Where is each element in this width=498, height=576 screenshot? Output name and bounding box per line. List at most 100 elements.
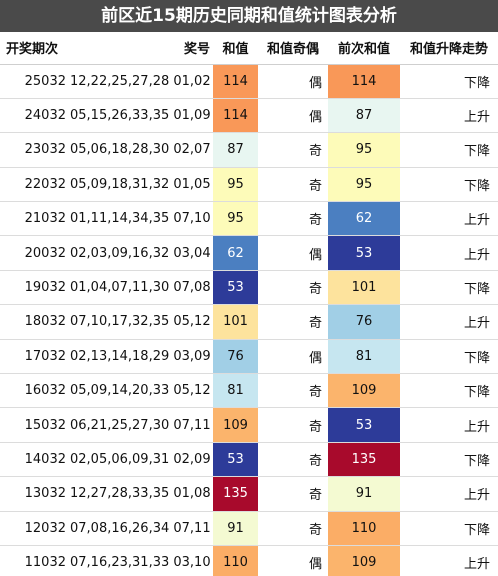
- award-cell: 05,09,18,31,32 01,05: [70, 167, 213, 203]
- award-cell: 05,09,14,20,33 05,12: [70, 373, 213, 409]
- trend-cell: 下降: [400, 167, 498, 203]
- sum-cell: 62: [213, 235, 258, 271]
- award-cell: 05,06,18,28,30 02,07: [70, 132, 213, 168]
- period-cell: 12032: [0, 511, 70, 546]
- sum-cell: 53: [213, 270, 258, 306]
- trend-cell: 上升: [400, 201, 498, 237]
- parity-cell: 偶: [258, 64, 328, 99]
- header-trend: 和值升降走势: [400, 32, 498, 65]
- prev-sum-cell: 76: [328, 304, 400, 340]
- prev-sum-cell: 53: [328, 235, 400, 271]
- prev-sum-cell: 135: [328, 442, 400, 478]
- trend-cell: 下降: [400, 373, 498, 409]
- prev-sum-cell: 91: [328, 476, 400, 512]
- header-row: 开奖期次 奖号 和值 和值奇偶 前次和值 和值升降走势: [0, 32, 498, 65]
- parity-cell: 奇: [258, 442, 328, 478]
- table-row: 12032 07,08,16,26,34 07,11 91 奇 110 下降: [0, 511, 498, 546]
- prev-sum-cell: 95: [328, 132, 400, 168]
- sum-cell: 95: [213, 201, 258, 237]
- trend-cell: 下降: [400, 511, 498, 546]
- parity-cell: 奇: [258, 407, 328, 443]
- period-cell: 21032: [0, 201, 70, 237]
- parity-cell: 奇: [258, 304, 328, 340]
- prev-sum-cell: 114: [328, 64, 400, 99]
- stats-table: 开奖期次 奖号 和值 和值奇偶 前次和值 和值升降走势 25032 12,22,2…: [0, 32, 498, 576]
- prev-sum-cell: 81: [328, 339, 400, 375]
- sum-cell: 114: [213, 64, 258, 99]
- table-row: 25032 12,22,25,27,28 01,02 114 偶 114 下降: [0, 64, 498, 99]
- parity-cell: 偶: [258, 545, 328, 576]
- sum-cell: 109: [213, 407, 258, 443]
- parity-cell: 奇: [258, 476, 328, 512]
- table-row: 11032 07,16,23,31,33 03,10 110 偶 109 上升: [0, 545, 498, 576]
- period-cell: 18032: [0, 304, 70, 340]
- trend-cell: 上升: [400, 407, 498, 443]
- table-row: 21032 01,11,14,34,35 07,10 95 奇 62 上升: [0, 201, 498, 237]
- award-cell: 01,11,14,34,35 07,10: [70, 201, 213, 237]
- period-cell: 24032: [0, 98, 70, 134]
- period-cell: 25032: [0, 64, 70, 99]
- header-prev-sum: 前次和值: [328, 32, 400, 65]
- trend-cell: 上升: [400, 476, 498, 512]
- table-row: 13032 12,27,28,33,35 01,08 135 奇 91 上升: [0, 476, 498, 512]
- prev-sum-cell: 53: [328, 407, 400, 443]
- prev-sum-cell: 109: [328, 373, 400, 409]
- parity-cell: 奇: [258, 373, 328, 409]
- trend-cell: 下降: [400, 132, 498, 168]
- period-cell: 23032: [0, 132, 70, 168]
- period-cell: 14032: [0, 442, 70, 478]
- table-row: 16032 05,09,14,20,33 05,12 81 奇 109 下降: [0, 373, 498, 409]
- page-title: 前区近15期历史同期和值统计图表分析: [0, 0, 498, 32]
- sum-cell: 135: [213, 476, 258, 512]
- trend-cell: 上升: [400, 304, 498, 340]
- sum-cell: 53: [213, 442, 258, 478]
- parity-cell: 奇: [258, 511, 328, 546]
- award-cell: 12,27,28,33,35 01,08: [70, 476, 213, 512]
- table-row: 24032 05,15,26,33,35 01,09 114 偶 87 上升: [0, 98, 498, 134]
- header-award: 奖号: [70, 32, 213, 65]
- parity-cell: 奇: [258, 201, 328, 237]
- award-cell: 07,16,23,31,33 03,10: [70, 545, 213, 576]
- prev-sum-cell: 87: [328, 98, 400, 134]
- period-cell: 17032: [0, 339, 70, 375]
- period-cell: 16032: [0, 373, 70, 409]
- prev-sum-cell: 109: [328, 545, 400, 576]
- table-row: 14032 02,05,06,09,31 02,09 53 奇 135 下降: [0, 442, 498, 478]
- period-cell: 15032: [0, 407, 70, 443]
- parity-cell: 奇: [258, 270, 328, 306]
- table-row: 15032 06,21,25,27,30 07,11 109 奇 53 上升: [0, 407, 498, 443]
- sum-cell: 110: [213, 545, 258, 576]
- table-row: 23032 05,06,18,28,30 02,07 87 奇 95 下降: [0, 132, 498, 168]
- award-cell: 02,05,06,09,31 02,09: [70, 442, 213, 478]
- sum-cell: 95: [213, 167, 258, 203]
- sum-cell: 81: [213, 373, 258, 409]
- award-cell: 06,21,25,27,30 07,11: [70, 407, 213, 443]
- parity-cell: 奇: [258, 167, 328, 203]
- period-cell: 22032: [0, 167, 70, 203]
- trend-cell: 下降: [400, 339, 498, 375]
- prev-sum-cell: 110: [328, 511, 400, 546]
- prev-sum-cell: 101: [328, 270, 400, 306]
- header-parity: 和值奇偶: [258, 32, 328, 65]
- trend-cell: 上升: [400, 545, 498, 576]
- award-cell: 07,10,17,32,35 05,12: [70, 304, 213, 340]
- trend-cell: 上升: [400, 235, 498, 271]
- prev-sum-cell: 95: [328, 167, 400, 203]
- trend-cell: 下降: [400, 442, 498, 478]
- period-cell: 19032: [0, 270, 70, 306]
- sum-cell: 114: [213, 98, 258, 134]
- award-cell: 01,04,07,11,30 07,08: [70, 270, 213, 306]
- sum-cell: 91: [213, 511, 258, 546]
- table-row: 20032 02,03,09,16,32 03,04 62 偶 53 上升: [0, 235, 498, 271]
- prev-sum-cell: 62: [328, 201, 400, 237]
- parity-cell: 偶: [258, 235, 328, 271]
- table-row: 19032 01,04,07,11,30 07,08 53 奇 101 下降: [0, 270, 498, 306]
- header-sum: 和值: [213, 32, 258, 65]
- period-cell: 20032: [0, 235, 70, 271]
- header-period: 开奖期次: [0, 32, 70, 65]
- parity-cell: 偶: [258, 339, 328, 375]
- period-cell: 13032: [0, 476, 70, 512]
- sum-cell: 76: [213, 339, 258, 375]
- sum-cell: 87: [213, 132, 258, 168]
- table-row: 18032 07,10,17,32,35 05,12 101 奇 76 上升: [0, 304, 498, 340]
